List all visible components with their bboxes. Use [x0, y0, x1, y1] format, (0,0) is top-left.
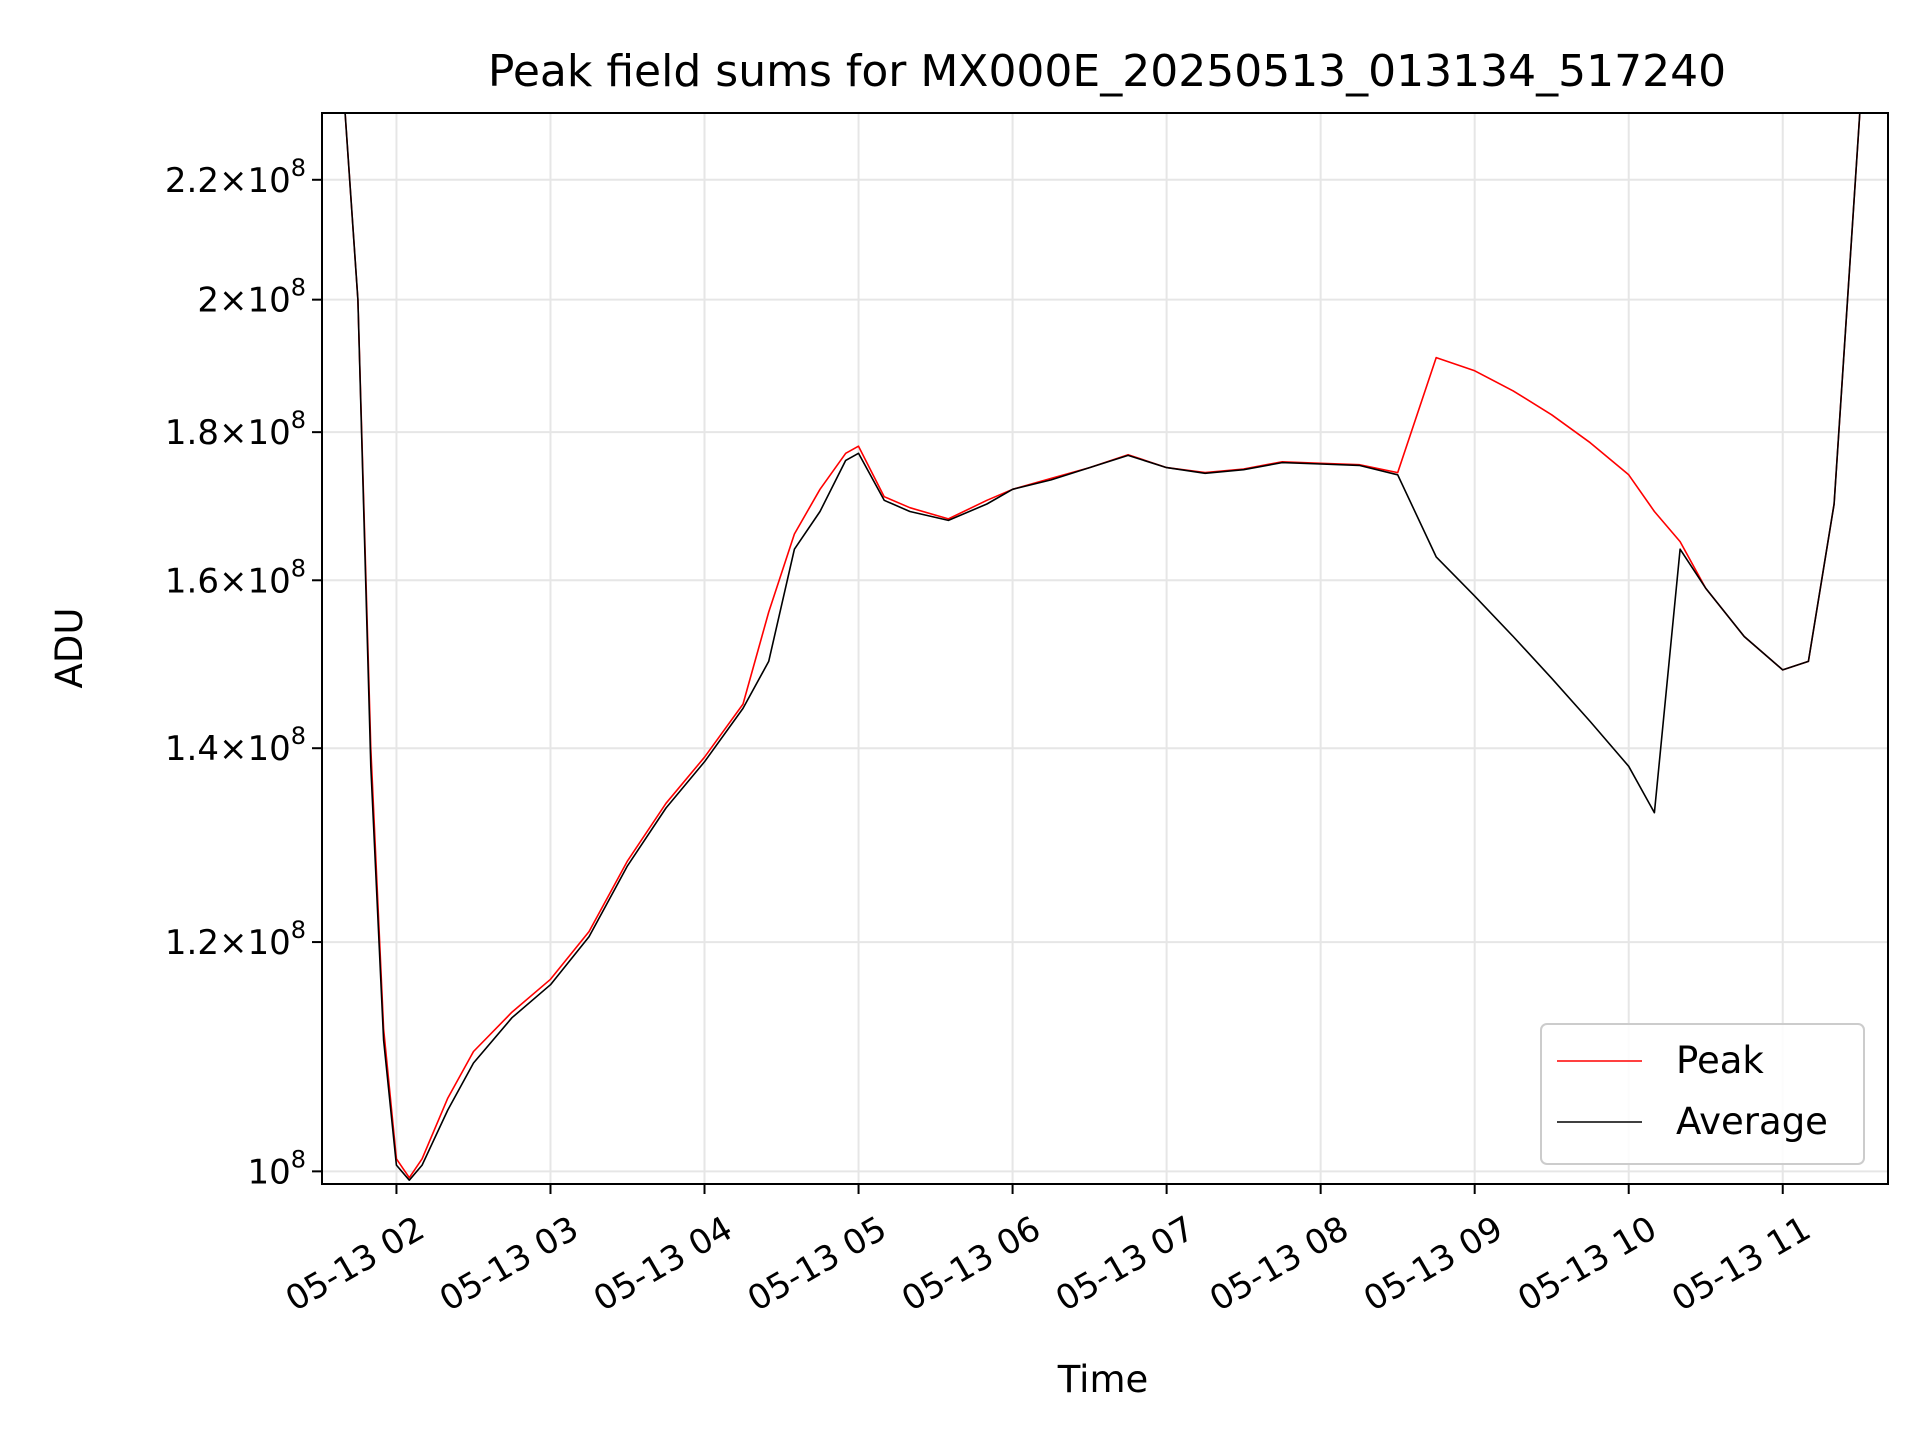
- plot-area: [322, 113, 1888, 1181]
- y-tick-label: 1.2×108: [165, 916, 306, 963]
- y-tick-label: 2×108: [197, 274, 306, 321]
- y-axis-label: ADU: [48, 608, 91, 689]
- y-axis: 108 1.2×108 1.4×108 1.6×108 1.8×108 2×108 2.2×…: [165, 154, 322, 1192]
- grid: [322, 113, 1888, 1184]
- legend-box: [1540, 1023, 1865, 1165]
- y-tick-label: 2.2×108: [165, 154, 306, 201]
- x-axis-label: Time: [1057, 1358, 1149, 1401]
- y-tick-label: 108: [247, 1145, 306, 1192]
- plot-frame: [321, 112, 1889, 1185]
- legend: Peak Average: [1540, 1023, 1865, 1165]
- chart-title: Peak field sums for MX000E_20250513_0131…: [488, 46, 1726, 97]
- y-tick-label: 1.8×108: [165, 406, 306, 453]
- series-line-peak: [322, 113, 1888, 1179]
- y-tick-label: 1.6×108: [165, 554, 306, 601]
- series-line-average: [322, 113, 1888, 1181]
- y-tick-label: 1.4×108: [165, 722, 306, 769]
- legend-label-average: Average: [1676, 1100, 1828, 1143]
- legend-label-peak: Peak: [1676, 1039, 1764, 1082]
